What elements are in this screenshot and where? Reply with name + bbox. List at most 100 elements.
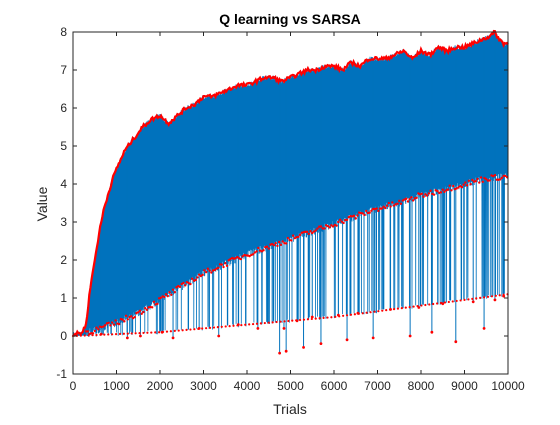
middle-band-point <box>290 239 293 242</box>
middle-band-point <box>124 314 128 318</box>
middle-band-point <box>457 186 460 189</box>
lower-band-point <box>330 316 333 319</box>
y-tick-label: -1 <box>56 367 67 381</box>
lower-band-point <box>298 318 302 322</box>
middle-band-point <box>145 308 149 311</box>
dip-point <box>493 298 497 302</box>
middle-band-point <box>398 199 401 203</box>
middle-band-point <box>335 224 338 227</box>
lower-band-point <box>236 324 239 327</box>
middle-band-point <box>309 230 312 233</box>
middle-band-point <box>267 247 270 250</box>
lower-band-point <box>83 334 86 337</box>
middle-band-point <box>276 244 279 248</box>
y-tick-label: 7 <box>60 63 67 77</box>
middle-band-point <box>201 273 204 277</box>
lower-band-point <box>263 321 266 325</box>
middle-band-point <box>244 254 248 257</box>
middle-band-point <box>371 207 375 211</box>
x-tick-label: 2000 <box>147 379 174 393</box>
middle-band-point <box>304 230 307 234</box>
middle-band-point <box>399 202 403 205</box>
lower-band-point <box>494 294 497 297</box>
middle-band-point <box>112 323 116 326</box>
middle-band-point <box>451 184 455 188</box>
middle-band-point <box>234 256 237 260</box>
lower-band-point <box>126 332 129 335</box>
lower-band-point <box>177 329 180 332</box>
middle-band-point <box>297 235 300 239</box>
middle-band-point <box>156 302 159 306</box>
y-axis-label: Value <box>34 186 50 221</box>
middle-band-point <box>323 227 326 230</box>
axes-layer: 0 1000 2000 3000 4000 5000 6000 7000 8000 9000 100… <box>56 25 525 393</box>
lower-band-point <box>306 318 309 321</box>
middle-band-point <box>481 180 484 184</box>
middle-band-point <box>311 231 314 235</box>
middle-band-point <box>326 224 330 228</box>
middle-band-point <box>170 293 173 296</box>
middle-band-point <box>164 293 168 296</box>
dip-point <box>371 336 375 340</box>
middle-band-point <box>194 278 197 282</box>
middle-band-point <box>328 226 331 229</box>
lower-band-point <box>161 330 165 334</box>
x-tick-label: 5000 <box>277 379 304 393</box>
middle-band-point <box>140 312 143 315</box>
middle-band-point <box>123 320 126 323</box>
middle-band-point <box>178 285 182 289</box>
middle-band-point <box>279 243 283 247</box>
middle-band-point <box>427 192 431 195</box>
middle-band-point <box>410 196 413 199</box>
lower-band-point <box>338 315 341 318</box>
lower-band-point <box>475 297 478 300</box>
middle-band-point <box>227 259 230 262</box>
lower-band-point <box>271 321 274 324</box>
middle-band-point <box>493 173 497 177</box>
middle-band-point <box>190 277 194 280</box>
middle-band-point <box>378 207 382 210</box>
lower-band-point <box>240 323 243 327</box>
middle-band-point <box>150 306 154 309</box>
middle-band-point <box>152 300 156 303</box>
middle-band-point <box>469 182 472 186</box>
middle-band-point <box>206 267 210 270</box>
x-tick-label: 8000 <box>408 379 435 393</box>
lower-band-point <box>416 304 419 308</box>
middle-band-point <box>380 207 384 210</box>
middle-band-point <box>109 324 112 327</box>
middle-band-point <box>180 282 183 286</box>
middle-band-point <box>217 266 220 270</box>
middle-band-point <box>476 177 479 181</box>
dip-point <box>319 342 323 345</box>
lower-band-point <box>107 333 110 336</box>
lower-band-point <box>408 305 411 309</box>
middle-band-point <box>504 174 507 178</box>
lower-band-point <box>201 327 204 330</box>
lower-band-point <box>291 319 294 322</box>
y-tick-label: 6 <box>60 101 67 115</box>
dip-point <box>302 346 305 349</box>
lower-band-point <box>467 298 470 301</box>
middle-band-point <box>291 234 295 237</box>
middle-band-point <box>500 176 504 180</box>
x-tick-label: 1000 <box>103 379 130 393</box>
lower-band-point <box>361 312 364 315</box>
dip-point <box>282 327 286 330</box>
middle-band-point <box>406 200 410 203</box>
lower-band-point <box>447 300 450 304</box>
middle-band-point <box>163 295 166 299</box>
middle-band-point <box>425 194 429 197</box>
middle-band-point <box>462 183 465 186</box>
lower-band-point <box>99 333 102 336</box>
lower-band-point <box>404 306 407 309</box>
lower-band-point <box>189 328 192 331</box>
lower-band-point <box>228 325 231 328</box>
middle-band-point <box>251 253 255 256</box>
middle-band-point <box>253 251 257 254</box>
middle-band-point <box>97 328 100 331</box>
lower-band-point <box>193 328 196 331</box>
lower-band-point <box>208 326 212 329</box>
lower-band-point <box>118 332 122 336</box>
